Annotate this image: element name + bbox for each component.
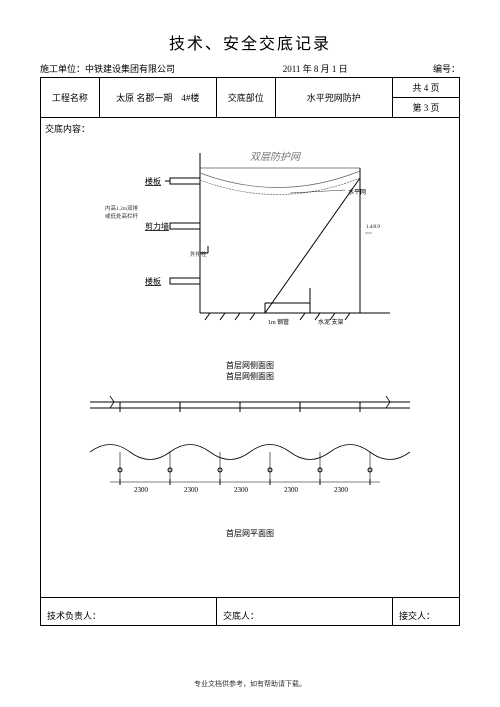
ground-label: 水泥 支架 [318,318,344,326]
spacing-2: 2300 [234,486,249,494]
part-label: 交底部位 [216,78,275,118]
total-pages: 共 4 页 [392,78,459,98]
floor-slab2-label: 楼板 [145,276,161,286]
diagram2-caption: 首层网平面图 [41,528,459,539]
record-table: 工程名称 太原 名郡一期 4#楼 交底部位 水平兜网防护 共 4 页 第 3 页… [40,77,460,626]
unit-label: 施工单位： [40,64,85,74]
project-value: 太原 名郡一期 4#楼 [99,78,216,118]
serial-label: 编号： [388,62,460,75]
meta-row: 施工单位：中铁建设集团有限公司 2011 年 8 月 1 日 编号： [40,62,460,75]
page-footer: 专业文档供参考，如有帮助请下载。 [0,679,500,689]
project-label: 工程名称 [41,78,100,118]
horiz-line-label: 水平网 [348,188,366,196]
spacing-1: 2300 [184,486,199,494]
spacing-3: 2300 [284,486,299,494]
side-note-1: 内高1.2m双排 [105,204,139,212]
part-value: 水平兜网防护 [275,78,392,118]
date-value: 2011 年 8 月 1 日 [243,62,388,75]
content-cell: 交底内容： [41,118,460,598]
net-title-label: 双层防护网 [250,151,302,163]
spacing-4: 2300 [334,486,349,494]
floor-slab-label: 楼板 [145,176,161,186]
page-title: 技术、安全交底记录 [40,30,460,54]
side-note-2: 或低处高栏杆 [105,212,139,220]
diagram1-caption2: 首层网侧面图 [41,371,459,382]
svg-text:1.4/0.9: 1.4/0.9 [366,225,380,230]
spacing-0: 2300 [134,486,149,494]
receiver-cell: 接交人： [392,598,459,626]
diagram1-caption1: 首层网侧面图 [41,360,459,371]
presenter-cell: 交底人： [216,598,392,626]
plan-view-diagram: 2300 2300 2300 2300 2300 [41,382,459,522]
shear-wall-label: 剪力墙 [145,221,169,231]
tube-label: 1m 钢管 [268,318,289,326]
page-number: 第 3 页 [392,98,459,118]
content-label: 交底内容： [45,122,455,135]
side-elevation-diagram: 水平网 双层防护网 楼板 剪力墙 楼板 内高1.2m双排 或低处高栏杆 外排柱 … [41,138,459,358]
outer-col-label: 外排柱 [190,250,207,258]
unit-value: 中铁建设集团有限公司 [85,64,175,74]
tech-leader-cell: 技术负责人： [41,598,217,626]
